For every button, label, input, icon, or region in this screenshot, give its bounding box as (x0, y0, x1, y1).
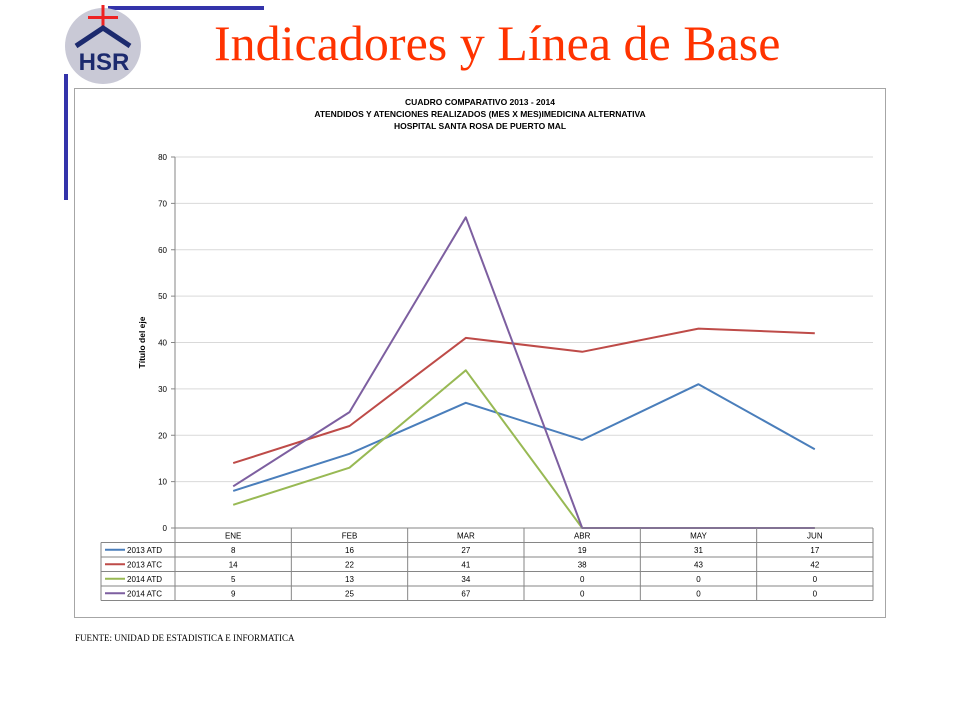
table-cell: 0 (696, 589, 701, 598)
y-tick-label: 30 (158, 385, 167, 394)
y-tick-label: 50 (158, 292, 167, 301)
y-tick-label: 40 (158, 339, 167, 348)
table-cell: 25 (345, 589, 354, 598)
table-cell: 67 (461, 589, 470, 598)
y-tick-label: 10 (158, 478, 167, 487)
table-cell: 16 (345, 546, 354, 555)
table-cell: 8 (231, 546, 236, 555)
series-line (232, 383, 816, 492)
table-cell: 5 (231, 575, 236, 584)
table-cell: 42 (810, 560, 819, 569)
table-cell: 9 (231, 589, 236, 598)
table-cell: 0 (813, 589, 818, 598)
y-axis-label: Título del eje (137, 316, 147, 368)
x-category-label: ENE (225, 532, 241, 541)
table-cell: 0 (813, 575, 818, 584)
table-cell: 19 (578, 546, 587, 555)
x-category-label: MAY (690, 532, 707, 541)
legend-label: 2014 ATC (127, 589, 162, 598)
source-note: FUENTE: UNIDAD DE ESTADISTICA E INFORMAT… (75, 633, 295, 643)
series-line (232, 327, 815, 465)
legend-label: 2013 ATC (127, 560, 162, 569)
chart-title-line: HOSPITAL SANTA ROSA DE PUERTO MAL (394, 121, 566, 131)
table-cell: 13 (345, 575, 354, 584)
table-cell: 41 (461, 560, 470, 569)
x-category-label: MAR (457, 532, 475, 541)
table-cell: 0 (580, 575, 585, 584)
table-cell: 0 (580, 589, 585, 598)
table-cell: 0 (696, 575, 701, 584)
y-tick-label: 70 (158, 199, 167, 208)
y-tick-label: 80 (158, 153, 167, 162)
slide-title: Indicadores y Línea de Base (214, 15, 781, 71)
table-cell: 22 (345, 560, 354, 569)
x-category-label: JUN (807, 532, 823, 541)
table-cell: 34 (461, 575, 470, 584)
line-chart: CUADRO COMPARATIVO 2013 - 2014 ATENDIDOS … (100, 97, 874, 601)
table-cell: 27 (461, 546, 470, 555)
table-cell: 38 (578, 560, 587, 569)
y-tick-label: 60 (158, 246, 167, 255)
series-line (232, 369, 815, 529)
chart-frame: CUADRO COMPARATIVO 2013 - 2014 ATENDIDOS … (74, 88, 886, 618)
x-category-label: ABR (574, 532, 591, 541)
legend-label: 2014 ATD (127, 575, 162, 584)
chart-title-line: CUADRO COMPARATIVO 2013 - 2014 (405, 97, 555, 107)
logo-text: HSR (79, 49, 130, 76)
table-cell: 43 (694, 560, 703, 569)
y-tick-label: 20 (158, 431, 167, 440)
table-cell: 14 (229, 560, 238, 569)
table-cell: 31 (694, 546, 703, 555)
x-category-label: FEB (342, 532, 358, 541)
legend-label: 2013 ATD (127, 546, 162, 555)
y-tick-label: 0 (163, 524, 168, 533)
table-cell: 17 (810, 546, 819, 555)
hospital-logo: HSR (58, 0, 268, 210)
chart-title-line: ATENDIDOS Y ATENCIONES REALIZADOS (MES X… (314, 109, 645, 119)
